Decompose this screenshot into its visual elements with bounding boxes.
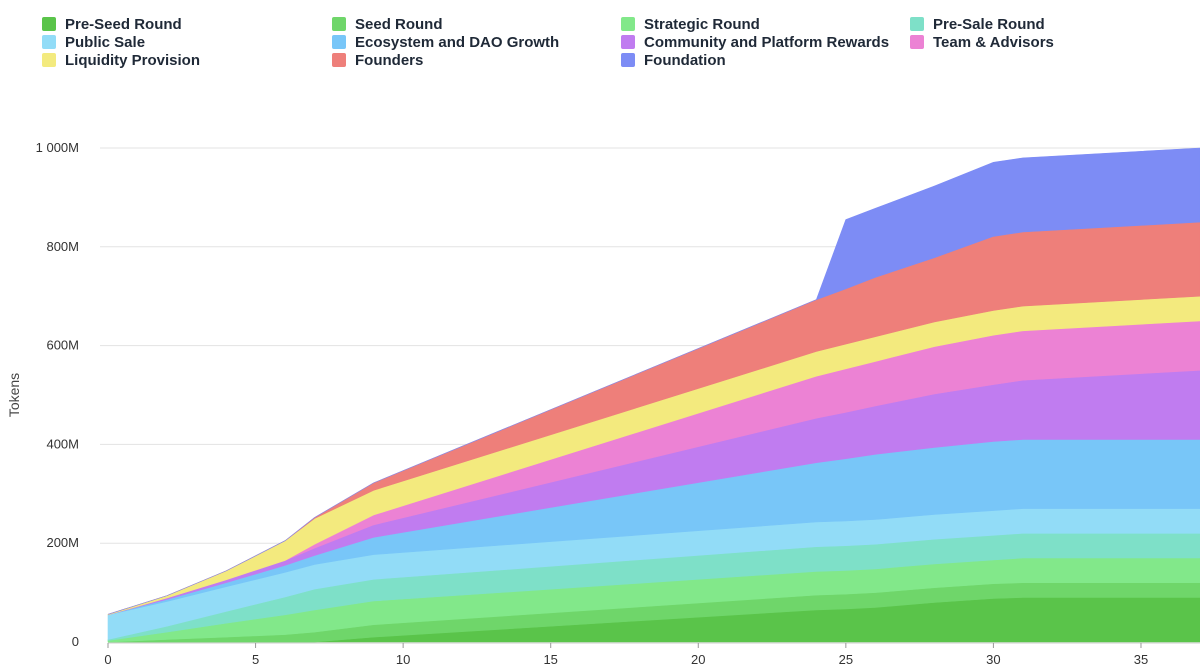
y-tick-label: 200M <box>46 535 79 550</box>
legend-label: Foundation <box>644 51 726 69</box>
legend-label: Strategic Round <box>644 15 760 33</box>
legend-swatch <box>42 35 56 49</box>
legend-label: Ecosystem and DAO Growth <box>355 33 560 51</box>
x-tick-label: 0 <box>104 652 111 667</box>
x-tick-label: 5 <box>252 652 259 667</box>
legend-item-pre-sale-round[interactable]: Pre-Sale Round <box>910 15 1045 33</box>
legend-swatch <box>910 17 924 31</box>
legend-item-ecosystem-and-dao-growth[interactable]: Ecosystem and DAO Growth <box>332 33 559 51</box>
y-tick-label: 0 <box>72 634 79 649</box>
legend-label: Community and Platform Rewards <box>644 33 890 51</box>
legend-swatch <box>332 35 346 49</box>
legend-label: Seed Round <box>355 15 443 33</box>
y-tick-label: 400M <box>46 436 79 451</box>
y-tick-label: 1 000M <box>36 140 79 155</box>
y-tick-label: 600M <box>46 338 79 353</box>
area-foundation[interactable] <box>107 147 1200 615</box>
legend-swatch <box>910 35 924 49</box>
legend-swatch <box>42 17 56 31</box>
x-tick-label: 30 <box>986 652 1000 667</box>
legend-swatch <box>621 17 635 31</box>
legend-item-liquidity-provision[interactable]: Liquidity Provision <box>42 51 200 69</box>
legend-item-pre-seed-round[interactable]: Pre-Seed Round <box>42 15 182 33</box>
legend-label: Pre-Sale Round <box>933 15 1045 33</box>
legend-swatch <box>332 17 346 31</box>
legend-label: Founders <box>355 51 424 69</box>
legend-item-foundation[interactable]: Foundation <box>621 51 726 69</box>
x-tick-label: 10 <box>396 652 410 667</box>
chart-legend: Pre-Seed Round Seed Round Strategic Roun… <box>42 15 1192 71</box>
legend-label: Liquidity Provision <box>65 51 201 69</box>
y-axis: 0 200M 400M 600M 800M 1 000M <box>36 140 79 649</box>
legend-label: Team & Advisors <box>933 33 1054 51</box>
legend-swatch <box>42 53 56 67</box>
legend-item-founders[interactable]: Founders <box>332 51 423 69</box>
legend-label: Pre-Seed Round <box>65 15 182 33</box>
x-axis: 0 5 10 15 20 25 30 35 <box>104 642 1200 667</box>
legend-swatch <box>621 35 635 49</box>
x-tick-label: 35 <box>1134 652 1148 667</box>
area-series-group <box>107 147 1200 643</box>
legend-swatch <box>621 53 635 67</box>
legend-item-seed-round[interactable]: Seed Round <box>332 15 443 33</box>
legend-item-strategic-round[interactable]: Strategic Round <box>621 15 760 33</box>
legend-swatch <box>332 53 346 67</box>
x-tick-label: 15 <box>543 652 557 667</box>
legend-item-team-and-advisors[interactable]: Team & Advisors <box>910 33 1054 51</box>
y-axis-title: Tokens <box>6 373 22 417</box>
x-tick-label: 25 <box>839 652 853 667</box>
legend-item-public-sale[interactable]: Public Sale <box>42 33 145 51</box>
legend-item-community-and-platform-rewards[interactable]: Community and Platform Rewards <box>621 33 889 51</box>
x-tick-label: 20 <box>691 652 705 667</box>
legend-label: Public Sale <box>65 33 146 51</box>
y-tick-label: 800M <box>46 239 79 254</box>
